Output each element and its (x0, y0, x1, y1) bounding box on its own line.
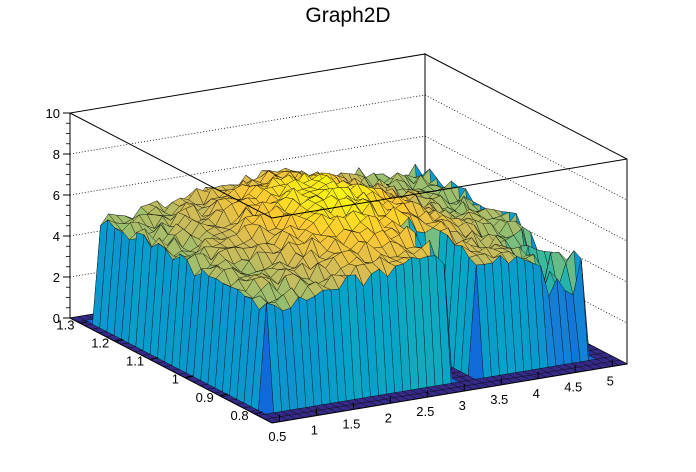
x-axis-line (271, 363, 628, 424)
x-tick-label: 2.5 (416, 404, 434, 419)
y-tick-label: 1.1 (126, 354, 144, 369)
x-tick-label: 3 (459, 398, 466, 413)
y-tick-label: 1.3 (56, 317, 74, 332)
plot-box-front (69, 112, 628, 219)
z-tick-label: 6 (53, 188, 60, 203)
y-tick (184, 375, 194, 379)
x-tick-label: 4 (533, 386, 540, 401)
z-tick-label: 0 (53, 311, 60, 326)
axes: 0.5 1 1.5 2 2.5 3 3.5 4 4.5 5 0.8 0.9 1 1.1 1.2 1.30 2 4 6… (46, 106, 628, 444)
y-tick (219, 393, 228, 397)
box-top-front-edge (271, 158, 628, 219)
x-tick-label: 2 (385, 410, 392, 425)
y-tick (149, 357, 159, 361)
x-tick-label: 4.5 (564, 380, 582, 395)
x-tick-label: 3.5 (490, 392, 508, 407)
z-tick-label: 10 (46, 106, 60, 121)
surface-mesh (69, 163, 628, 424)
y-tick-label: 0.8 (231, 408, 249, 423)
y-tick (115, 339, 124, 343)
x-tick-label: 5 (607, 373, 614, 388)
y-tick (80, 320, 89, 324)
y-tick-label: 1 (172, 372, 179, 387)
box-top-left-edge (69, 112, 273, 219)
y-tick-label: 0.9 (196, 390, 214, 405)
chart-title: Graph2D (305, 4, 391, 27)
x-tick-label: 1 (311, 423, 318, 438)
x-tick-label: 0.5 (268, 429, 286, 444)
z-tick-label: 8 (53, 147, 60, 162)
z-tick-label: 2 (53, 270, 60, 285)
y-tick-label: 1.2 (91, 336, 109, 351)
y-tick (254, 411, 263, 415)
y-axis-line (69, 317, 273, 424)
z-tick-label: 4 (53, 229, 60, 244)
x-tick-label: 1.5 (342, 416, 360, 431)
